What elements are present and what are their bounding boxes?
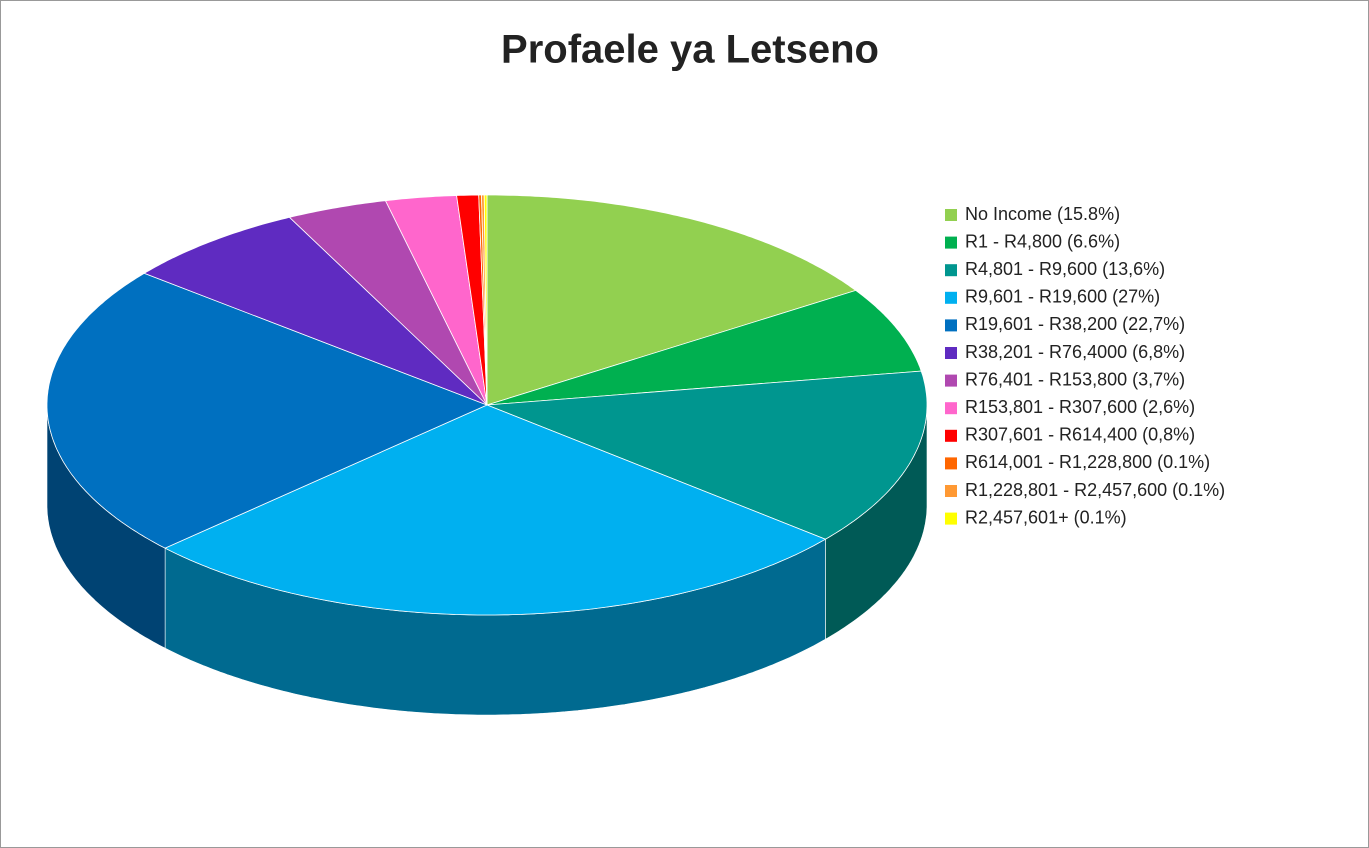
legend-label: No Income (15.8%)	[965, 204, 1120, 224]
pie-slice	[288, 200, 488, 406]
legend-swatch	[945, 429, 957, 442]
legend-label: R38,201 - R76,4000 (6,8%)	[965, 342, 1185, 362]
pie-slice	[486, 289, 922, 406]
legend-swatch	[945, 402, 957, 415]
pie-slice	[384, 195, 488, 406]
legend-swatch	[945, 374, 957, 387]
legend-swatch	[945, 264, 957, 277]
legend-swatch	[945, 457, 957, 470]
chart-title: Profaele ya Letseno	[501, 28, 879, 72]
pie-slice	[456, 194, 488, 406]
legend-label: R9,601 - R19,600 (27%)	[965, 287, 1160, 307]
legend-label: R76,401 - R153,800 (3,7%)	[965, 369, 1185, 389]
pie-slice	[164, 404, 827, 616]
legend-swatch	[945, 485, 957, 497]
legend-swatch	[945, 512, 957, 525]
legend-swatch	[945, 347, 957, 359]
legend-swatch	[945, 236, 957, 249]
legend-label: R1,228,801 - R2,457,600 (0.1%)	[965, 480, 1225, 500]
pie-slice	[486, 370, 928, 540]
pie-slice	[483, 194, 488, 406]
legend-label: R153,801 - R307,600 (2,6%)	[965, 397, 1195, 417]
legend-label: R2,457,601+ (0.1%)	[965, 507, 1127, 527]
pie-slice	[486, 194, 857, 406]
legend-label: R307,601 - R614,400 (0,8%)	[965, 425, 1195, 445]
legend-label: R1 - R4,800 (6.6%)	[965, 231, 1120, 251]
legend-swatch	[945, 209, 957, 221]
legend-label: R614,001 - R1,228,800 (0.1%)	[965, 452, 1210, 472]
legend-swatch	[945, 319, 957, 332]
legend-label: R19,601 - R38,200 (22,7%)	[965, 314, 1185, 334]
legend-label: R4,801 - R9,600 (13,6%)	[965, 259, 1165, 279]
pie-slice	[143, 216, 488, 406]
legend-swatch	[945, 291, 957, 304]
pie-slice	[46, 272, 489, 549]
